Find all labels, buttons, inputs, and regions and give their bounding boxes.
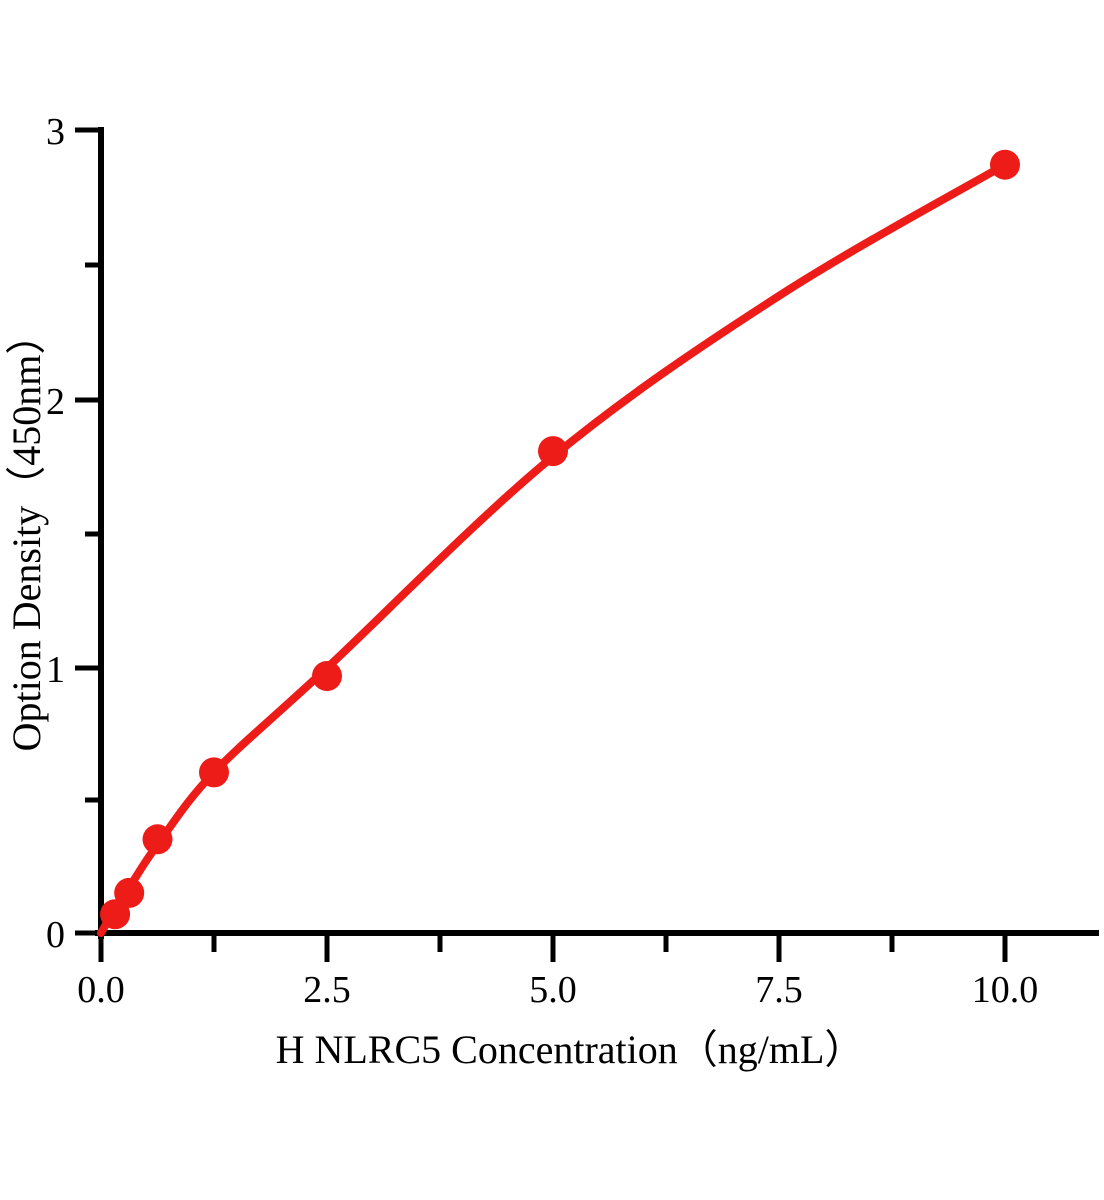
series-fit-curve	[97, 160, 1009, 937]
data-point-marker[interactable]	[990, 149, 1020, 180]
x-tick-label-10: 10.0	[972, 969, 1039, 1011]
y-axis-title: Option Density（450nm）	[4, 315, 49, 752]
y-tick-label-1: 1	[46, 649, 65, 691]
x-tick-label-0: 0.0	[77, 969, 125, 1011]
y-axis: 3 2 1 0 Option Density（450nm）	[4, 111, 104, 956]
data-point-marker[interactable]	[538, 436, 568, 467]
data-point-marker[interactable]	[100, 899, 131, 930]
x-axis: 0.0 2.5 5.0 7.5 10.0 H NLRC5 Concentrati…	[77, 930, 1099, 1072]
x-tick-label-5: 5.0	[529, 969, 577, 1011]
x-axis-title: H NLRC5 Concentration（ng/mL）	[276, 1027, 865, 1072]
y-tick-label-2: 2	[46, 381, 65, 423]
data-point-marker[interactable]	[142, 824, 173, 855]
data-point-marker[interactable]	[312, 661, 342, 692]
y-tick-label-0: 0	[46, 914, 65, 956]
x-tick-label-2_5: 2.5	[303, 969, 351, 1011]
data-series-layer	[97, 149, 1020, 937]
x-tick-label-7_5: 7.5	[755, 969, 803, 1011]
data-point-marker[interactable]	[199, 757, 229, 788]
y-tick-label-3: 3	[46, 111, 65, 153]
data-point-marker[interactable]	[114, 877, 145, 908]
